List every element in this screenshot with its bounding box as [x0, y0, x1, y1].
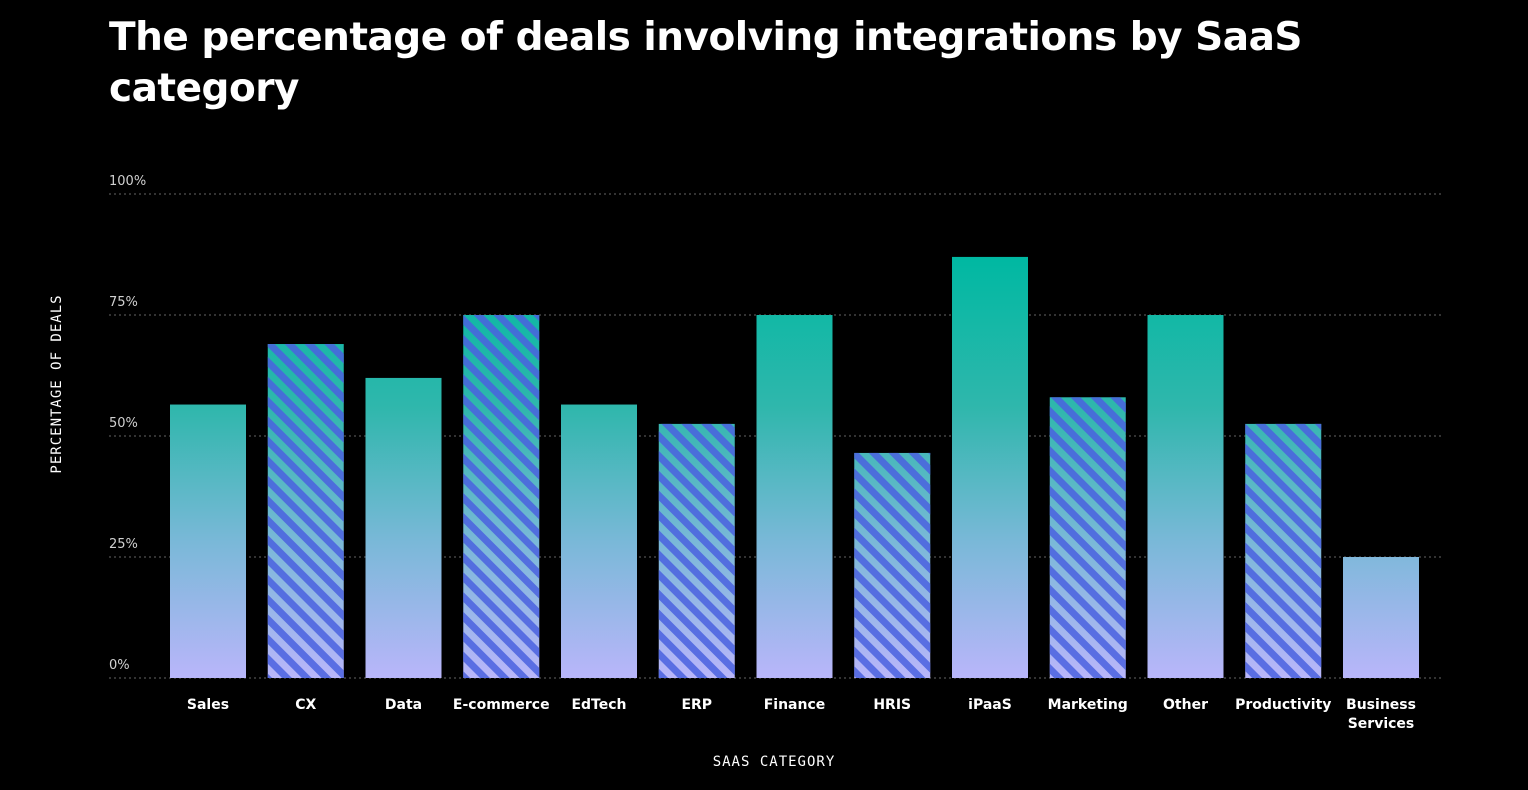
y-tick-label-75: 75% — [109, 295, 138, 310]
y-tick-label-100: 100% — [109, 174, 146, 189]
bar-fill-finance — [756, 315, 833, 678]
bar-fill-sales — [170, 404, 246, 678]
bar-business-services — [1343, 557, 1419, 678]
bars — [170, 256, 1419, 678]
bar-stripes-marketing — [1049, 397, 1126, 678]
x-tick-label-ipaas: iPaaS — [968, 697, 1012, 713]
y-axis-label: PERCENTAGE OF DEALS — [49, 294, 65, 473]
y-axis-ticks: 0% 25% 50% 75% 100% — [109, 174, 146, 673]
bar-fill-edtech — [561, 404, 637, 678]
bar-erp — [658, 423, 735, 678]
bar-other — [1147, 315, 1224, 678]
bar-fill-business-services — [1343, 557, 1419, 678]
bar-data — [365, 377, 442, 678]
x-tick-label-finance: Finance — [764, 697, 826, 713]
bar-cx — [267, 344, 344, 678]
bar-hris — [854, 452, 931, 678]
y-tick-label-0: 0% — [109, 658, 130, 673]
x-tick-label-other: Other — [1163, 697, 1208, 713]
x-axis-label: SAAS CATEGORY — [713, 754, 836, 770]
bar-ipaas — [952, 256, 1028, 678]
y-tick-label-25: 25% — [109, 537, 138, 552]
x-tick-label-data: Data — [385, 697, 422, 713]
bar-e-commerce — [463, 315, 540, 678]
bar-stripes-productivity — [1245, 423, 1322, 678]
x-tick-label-hris: HRIS — [873, 697, 911, 713]
x-tick-label-sales: Sales — [187, 697, 229, 713]
x-tick-label-erp: ERP — [681, 697, 712, 713]
bar-fill-ipaas — [952, 256, 1028, 678]
bar-finance — [756, 315, 833, 678]
bar-fill-data — [365, 377, 442, 678]
bar-edtech — [561, 404, 637, 678]
chart-title: The percentage of deals involving integr… — [109, 15, 1302, 111]
y-tick-label-50: 50% — [109, 416, 138, 431]
x-axis-categories: Sales CX Data E-commerce EdTech ERP Finance HRI… — [187, 697, 1416, 732]
bar-stripes-erp — [658, 423, 735, 678]
x-tick-label-business-services: Business Services — [1346, 697, 1416, 732]
bar-stripes-hris — [854, 452, 931, 678]
bar-productivity — [1245, 423, 1322, 678]
bar-marketing — [1049, 397, 1126, 678]
x-tick-label-e-commerce: E-commerce — [453, 697, 550, 713]
x-tick-label-productivity: Productivity — [1235, 697, 1331, 713]
bar-fill-other — [1147, 315, 1224, 678]
x-tick-label-edtech: EdTech — [571, 697, 626, 713]
bar-stripes-e-commerce — [463, 315, 540, 678]
x-tick-label-cx: CX — [295, 697, 316, 713]
bar-stripes-cx — [267, 344, 344, 678]
bar-sales — [170, 404, 246, 678]
x-tick-label-marketing: Marketing — [1048, 697, 1128, 713]
